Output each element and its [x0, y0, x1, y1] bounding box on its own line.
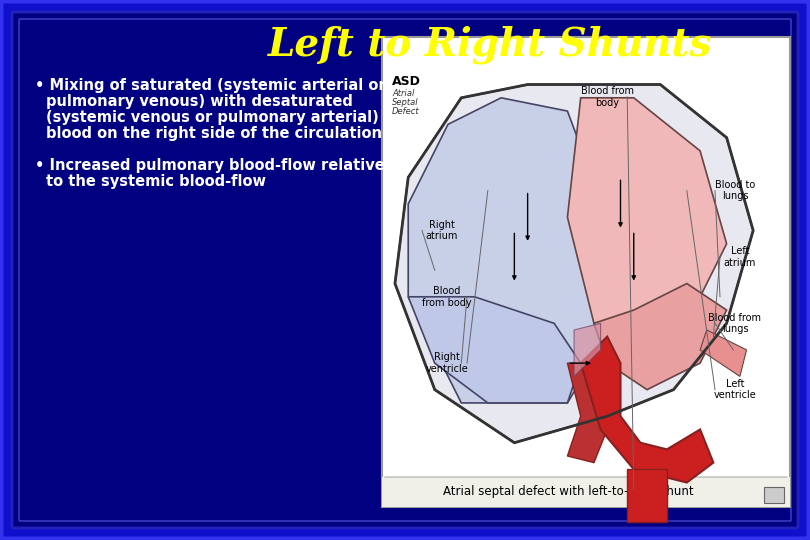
Text: ASD: ASD	[392, 75, 421, 88]
Polygon shape	[700, 330, 747, 376]
Text: Atrial: Atrial	[392, 89, 415, 98]
Text: Blood from
body: Blood from body	[581, 86, 633, 108]
FancyBboxPatch shape	[764, 487, 784, 503]
Text: Right
atrium: Right atrium	[426, 220, 458, 241]
Text: Atrial septal defect with left-to-right shunt: Atrial septal defect with left-to-right …	[443, 484, 693, 497]
Text: Right
ventricle: Right ventricle	[425, 352, 468, 374]
Polygon shape	[408, 98, 608, 403]
Polygon shape	[627, 469, 667, 522]
Text: Left to Right Shunts: Left to Right Shunts	[268, 25, 712, 64]
Text: blood on the right side of the circulation: blood on the right side of the circulati…	[46, 126, 382, 141]
Text: Septal: Septal	[392, 98, 419, 107]
Text: • Increased pulmonary blood-flow relative: • Increased pulmonary blood-flow relativ…	[35, 158, 385, 173]
Text: Blood from
lungs: Blood from lungs	[709, 313, 761, 334]
FancyBboxPatch shape	[12, 12, 798, 528]
Text: Defect: Defect	[392, 107, 420, 116]
Polygon shape	[574, 323, 600, 376]
Polygon shape	[568, 98, 727, 363]
Polygon shape	[395, 85, 753, 443]
Text: Left
ventricle: Left ventricle	[714, 379, 757, 401]
Text: (systemic venous or pulmonary arterial): (systemic venous or pulmonary arterial)	[46, 110, 379, 125]
Polygon shape	[581, 336, 714, 483]
FancyBboxPatch shape	[382, 37, 790, 507]
Text: Left
atrium: Left atrium	[724, 246, 757, 268]
Polygon shape	[568, 363, 608, 463]
Text: Blood
from body: Blood from body	[422, 286, 471, 308]
Text: pulmonary venous) with desaturated: pulmonary venous) with desaturated	[46, 94, 353, 109]
Polygon shape	[408, 297, 581, 403]
Text: • Mixing of saturated (systemic arterial or: • Mixing of saturated (systemic arterial…	[35, 78, 386, 93]
Polygon shape	[594, 284, 727, 390]
FancyBboxPatch shape	[382, 477, 790, 507]
Text: Blood to
lungs: Blood to lungs	[715, 180, 755, 201]
Text: to the systemic blood-flow: to the systemic blood-flow	[46, 174, 266, 189]
